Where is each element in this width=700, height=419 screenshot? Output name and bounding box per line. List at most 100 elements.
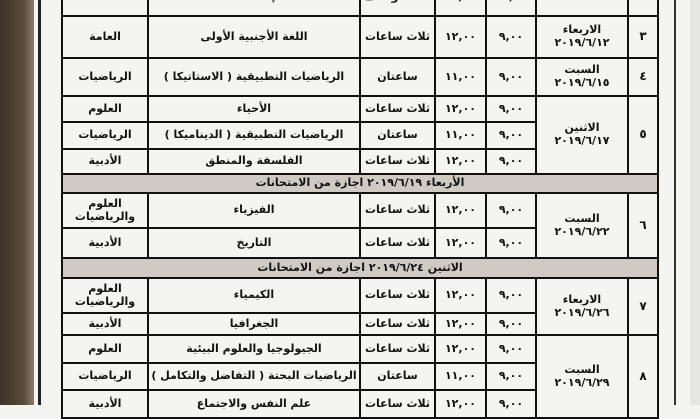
day-name: الاثنين: [564, 121, 600, 135]
start-time: ٩,٠٠: [485, 121, 537, 150]
exam-day-cell: الاثنين ٢٠١٩/٦/١٧: [535, 95, 629, 175]
exam-row: ٦ السبت ٢٠١٩/٦/٢٢ ٩,٠٠ ١٢,٠٠ ثلاث ساعات الفيزي…: [61, 192, 659, 259]
duration: ساعتان: [359, 121, 436, 150]
subject: الرياضيات البحتة ( التفاضل والتكامل ): [147, 362, 361, 391]
end-time: ١٢,٠٠: [434, 192, 487, 229]
end-time: ١٢,٠٠: [434, 15, 487, 59]
exam-day-cell: السبت ٢٠١٩/٦/٢٩: [535, 334, 629, 419]
end-time: ١٢,٠٠: [434, 389, 487, 419]
holiday-notice: الاثنين ٢٠١٩/٦/٢٤ اجازة من الامتحانات: [61, 257, 659, 279]
page-edge: [690, 0, 700, 405]
exam-row: ٨ السبت ٢٠١٩/٦/٢٩ ٩,٠٠ ١٢,٠٠ ثلاث ساعات الجيول…: [61, 334, 659, 419]
holiday-row: الأربعاء ٢٠١٩/٦/١٩ اجازة من الامتحانات: [61, 173, 659, 194]
duration: ثلاث ساعات: [359, 312, 436, 336]
branch: العلوم: [61, 334, 149, 364]
subject: الأحياء: [147, 95, 361, 123]
duration: ساعتان: [359, 57, 436, 97]
day-name: السبت: [564, 211, 600, 225]
holiday-row: الاثنين ٢٠١٩/٦/٢٤ اجازة من الامتحانات: [61, 257, 659, 279]
branch: الرياضيات: [61, 121, 149, 150]
exam-row: ٩,٠٠ ١٢,٠٠ ثلاث ساعات الفلسفة والمنطق الأدبي…: [61, 148, 658, 175]
exam-day-cell: الاربعاء ٢٠١٩/٦/١٢: [535, 15, 629, 59]
start-time: ٩,٠٠: [485, 148, 537, 175]
branch: الأدبية: [61, 148, 149, 175]
duration: ثلاث ساعات: [359, 148, 436, 175]
exam-row: ٩,٠٠ ١١,٠٠ ساعتان الرياضيات البحتة ( التفاض…: [61, 362, 658, 391]
duration: ثلاث ساعات: [359, 15, 436, 59]
duration: ساعتان: [359, 362, 436, 391]
branch: العلوم والرياضيات: [61, 192, 149, 229]
holiday-notice: الأربعاء ٢٠١٩/٦/١٩ اجازة من الامتحانات: [61, 173, 659, 194]
start-time: ٩,٠٠: [485, 312, 537, 336]
exam-day-cell: الاربعاء ٢٠١٩/٦/٢٦: [535, 277, 629, 336]
duration: ثلاث ساعات: [359, 192, 436, 229]
start-time: ٩,٠٠: [485, 277, 537, 314]
exam-row: ٥ الاثنين ٢٠١٩/٦/١٧ ٩,٠٠ ١٢,٠٠ ثلاث ساعات الأح…: [61, 95, 659, 175]
branch: الرياضيات: [61, 57, 149, 97]
end-time: ١٢,٠٠: [434, 334, 487, 364]
exam-day-cell: السبت ٢٠١٩/٦/٢٢: [535, 192, 629, 259]
duration: ثلاث ساعات: [359, 95, 436, 123]
branch: العامة: [61, 0, 149, 17]
end-time: ١٢,٠٠: [434, 312, 487, 336]
exam-date: ٢٠١٩/٦/٢٩: [554, 375, 610, 389]
start-time: ٩,٠٠: [485, 95, 537, 123]
day-name: الاربعاء: [562, 292, 602, 306]
subject: الفلسفة والمنطق: [147, 148, 361, 175]
branch: العلوم: [61, 95, 149, 123]
subject: الرياضيات التطبيقية ( الديناميكا ): [147, 121, 361, 150]
page-frame-left: [38, 0, 41, 405]
exam-day-number: ٣: [627, 15, 659, 59]
exam-day-number: ٥: [627, 95, 659, 175]
exam-row: ٣ الاربعاء ٢٠١٩/٦/١٢ ٩,٠٠ ١٢,٠٠ ثلاث ساعات الل…: [61, 15, 659, 59]
exam-day-number: [627, 0, 659, 17]
exam-date: ٢٠١٩/٦/١٢: [554, 36, 610, 49]
exam-day-number: ٦: [627, 192, 659, 259]
branch: الأدبية: [61, 227, 149, 259]
exam-row: ٩,٠٠ ١٢,٠٠ ثلاث ساعات الجغرافيا الأدبية: [61, 312, 658, 336]
exam-date: ٢٠١٩/٦/٢٦: [554, 305, 610, 319]
duration: ساعة ونصف: [359, 0, 436, 17]
branch: الرياضيات: [61, 362, 149, 391]
start-time: ٩,٠٠: [485, 192, 537, 229]
subject: الإحصـــــاء: [147, 0, 361, 17]
exam-row: ٩,٠٠ ١١,٠٠ ساعتان الرياضيات التطبيقية ( الد…: [61, 121, 658, 150]
day-name: الاربعاء: [562, 23, 602, 37]
exam-day-number: ٤: [627, 57, 659, 97]
page-frame-right: [674, 0, 676, 405]
subject: الكيمياء: [147, 277, 361, 314]
end-time: ١٢,٣٠: [434, 0, 487, 17]
day-name: السبت: [564, 63, 600, 77]
exam-day-cell: [535, 0, 629, 17]
exam-row: ٤ السبت ٢٠١٩/٦/١٥ ٩,٠٠ ١١,٠٠ ساعتان الرياضيات …: [61, 57, 659, 97]
end-time: ١١,٠٠: [434, 362, 487, 391]
start-time: ٩,٠٠: [485, 334, 537, 364]
start-time: ٩,٠٠: [485, 57, 537, 97]
duration: ثلاث ساعات: [359, 334, 436, 364]
end-time: ١١,٠٠: [434, 121, 487, 150]
start-time: ٩,٠٠: [485, 227, 537, 259]
end-time: ١٢,٠٠: [434, 227, 487, 259]
duration: ثلاث ساعات: [359, 277, 436, 314]
branch: الأدبية: [61, 312, 149, 336]
exam-date: ٢٠١٩/٦/١٧: [554, 134, 610, 147]
subject: الجغرافيا: [147, 312, 361, 336]
subject: الجيولوجيا والعلوم البيئية: [147, 334, 361, 364]
start-time: ١١,٠٠: [485, 0, 537, 17]
exam-date: ٢٠١٩/٦/٢٢: [554, 224, 610, 238]
subject: الفيزياء: [147, 192, 361, 229]
day-name: السبت: [564, 362, 600, 376]
end-time: ١٢,٠٠: [434, 95, 487, 123]
start-time: ٩,٠٠: [485, 362, 537, 391]
branch: العامة: [61, 15, 149, 59]
exam-day-number: ٧: [627, 277, 659, 336]
exam-day-cell: السبت ٢٠١٩/٦/١٥: [535, 57, 629, 97]
subject: الرياضيات التطبيقية ( الاستاتيكا ): [147, 57, 361, 97]
background-surface: [0, 0, 34, 405]
subject: اللغة الأجنبية الأولى: [147, 15, 361, 59]
exam-date: ٢٠١٩/٦/١٥: [554, 76, 610, 89]
subject: التاريخ: [147, 227, 361, 259]
branch: العلوم والرياضيات: [61, 277, 149, 314]
